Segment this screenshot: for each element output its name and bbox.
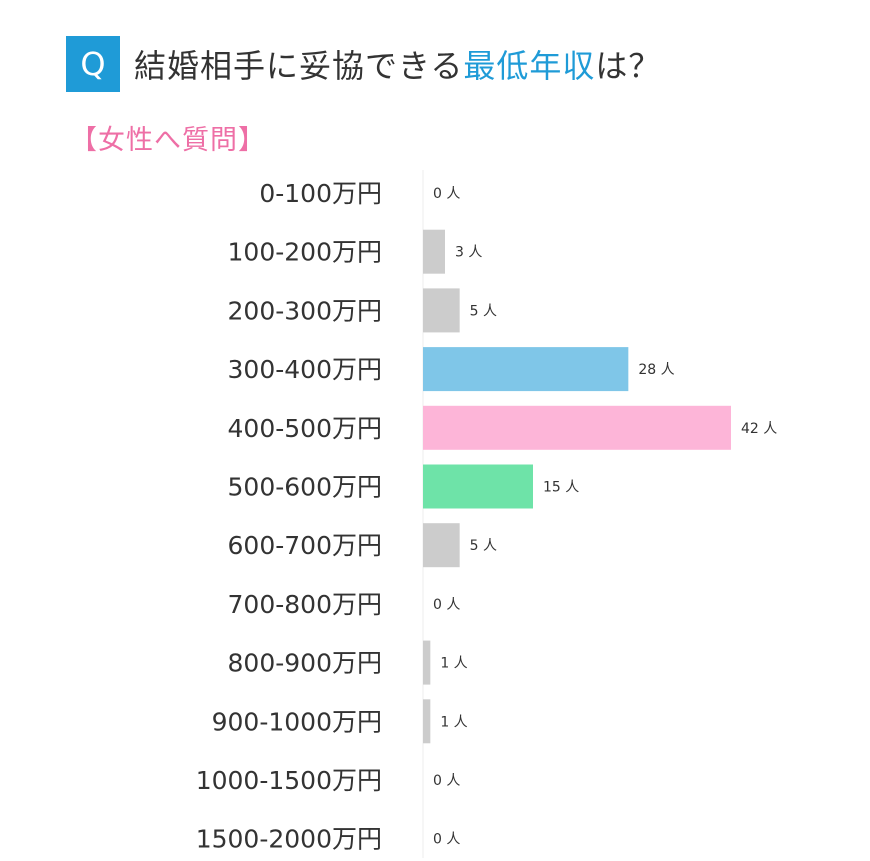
chart-header: Q 結婚相手に妥協できる最低年収は？ xyxy=(66,36,661,92)
category-label: 500-600万円 xyxy=(228,473,382,502)
chart-title: 結婚相手に妥協できる最低年収は？ xyxy=(134,41,661,87)
question-badge: Q xyxy=(66,36,120,92)
category-label: 100-200万円 xyxy=(228,238,382,267)
bar xyxy=(423,405,731,450)
value-label: 1 人 xyxy=(440,656,467,672)
value-label: 3 人 xyxy=(455,245,482,261)
chart-subtitle: 【女性へ質問】 xyxy=(70,125,266,156)
category-label: 1000-1500万円 xyxy=(196,766,382,795)
category-label: 300-400万円 xyxy=(228,355,382,384)
category-label: 600-700万円 xyxy=(228,531,382,560)
bar xyxy=(423,347,629,392)
title-part1: 結婚相手に妥協できる xyxy=(134,47,464,85)
value-label: 5 人 xyxy=(470,303,497,319)
bar xyxy=(423,699,431,744)
category-label: 900-1000万円 xyxy=(212,707,382,736)
value-label: 0 人 xyxy=(433,773,460,789)
category-label: 800-900万円 xyxy=(228,649,382,678)
category-label: 1500-2000万円 xyxy=(196,825,382,854)
category-label: 400-500万円 xyxy=(228,414,382,443)
category-label: 200-300万円 xyxy=(228,296,382,325)
value-label: 28 人 xyxy=(638,362,674,378)
value-label: 5 人 xyxy=(470,538,497,554)
bar xyxy=(423,523,460,568)
category-label: 700-800万円 xyxy=(228,590,382,619)
bar xyxy=(423,464,533,509)
value-label: 1 人 xyxy=(440,714,467,730)
bar xyxy=(423,229,445,274)
value-label: 42 人 xyxy=(741,421,777,437)
title-part2: は？ xyxy=(595,47,662,85)
value-label: 0 人 xyxy=(433,832,460,848)
bar xyxy=(423,640,431,685)
category-label: 0-100万円 xyxy=(259,179,382,208)
value-label: 0 人 xyxy=(433,186,460,202)
bar xyxy=(423,288,460,333)
value-label: 0 人 xyxy=(433,597,460,613)
value-label: 15 人 xyxy=(543,480,579,496)
title-highlight: 最低年収 xyxy=(463,47,596,85)
